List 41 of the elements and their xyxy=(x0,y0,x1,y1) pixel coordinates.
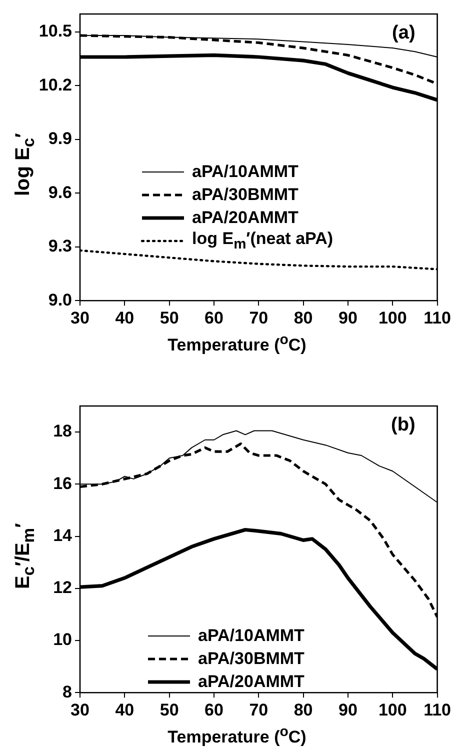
x-tick-label: 60 xyxy=(204,308,224,328)
y-tick-label: 18 xyxy=(53,422,72,441)
x-tick-label: 50 xyxy=(160,308,179,328)
x-tick-label: 60 xyxy=(204,700,224,720)
legend-label: aPA/10AMMT xyxy=(192,162,298,182)
y-tick-label: 16 xyxy=(53,474,72,493)
y-tick-label: 14 xyxy=(53,526,73,545)
legend-label: aPA/20AMMT xyxy=(198,672,304,692)
x-tick-label: 50 xyxy=(160,700,179,720)
x-tick-label: 110 xyxy=(424,308,452,328)
x-axis-title: Temperature ($^{o}$C) xyxy=(166,332,308,356)
x-tick-label: 80 xyxy=(294,700,313,720)
x-tick-label: 80 xyxy=(294,308,313,328)
x-tick-label: 90 xyxy=(338,700,358,720)
y-tick-label: 10.2 xyxy=(38,75,72,94)
x-tick-label: 40 xyxy=(115,308,134,328)
x-tick-label: 70 xyxy=(249,700,268,720)
x-axis-title: Temperature ($^{o}$C) xyxy=(166,724,308,748)
y-tick-label: 10.5 xyxy=(38,22,72,41)
x-tick-label: 100 xyxy=(378,700,407,720)
legend-label: log E$_{m}$′(neat aPA) xyxy=(192,228,334,252)
y-tick-label: 12 xyxy=(53,578,72,598)
x-tick-label: 110 xyxy=(424,700,452,720)
x-tick-label: 30 xyxy=(70,308,90,328)
annotation: (b) xyxy=(391,414,416,436)
annotation: (a) xyxy=(392,22,416,44)
y-tick-label: 9.6 xyxy=(48,182,72,202)
y-tick-label: 9.3 xyxy=(48,236,72,256)
legend-label: aPA/30BMMT xyxy=(192,184,298,204)
y-tick-label: 10 xyxy=(53,630,72,650)
legend-label: aPA/20AMMT xyxy=(192,208,298,228)
y-tick-label: 9.0 xyxy=(48,290,72,310)
y-tick-label: 8 xyxy=(62,682,72,702)
x-tick-label: 30 xyxy=(70,700,90,720)
legend-label: aPA/10AMMT xyxy=(198,626,304,646)
x-tick-label: 70 xyxy=(249,308,268,328)
x-tick-label: 90 xyxy=(338,308,358,328)
y-tick-label: 9.9 xyxy=(48,129,72,148)
x-tick-label: 100 xyxy=(378,308,407,328)
x-tick-label: 40 xyxy=(115,700,134,720)
legend-label: aPA/30BMMT xyxy=(198,648,304,668)
